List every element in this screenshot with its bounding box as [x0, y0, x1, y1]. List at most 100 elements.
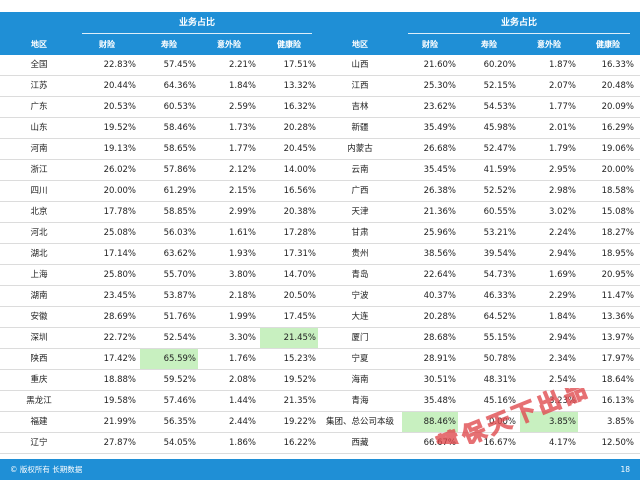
percent-cell: 3.85%: [520, 412, 578, 432]
percent-cell: 22.64%: [423, 270, 456, 280]
percent-cell: 27.87%: [103, 438, 136, 448]
percent-cell: 14.00%: [283, 165, 316, 175]
percent-cell: 18.95%: [601, 249, 634, 259]
table-row: 辽宁 27.87% 54.05% 1.86% 16.22% 西藏 66.67% 16.67% 4…: [0, 433, 640, 454]
table-row: 深圳 22.72% 52.54% 3.30% 21.45% 厦门 28.68% 55.15% 2…: [0, 328, 640, 349]
percent-cell: 12.50%: [601, 438, 634, 448]
percent-cell: 1.76%: [228, 354, 256, 364]
percent-cell: 22.72%: [103, 333, 136, 343]
table-row: 全国 22.83% 57.45% 2.21% 17.51% 山西 21.60% 60.20% 1…: [0, 55, 640, 76]
percent-cell: 15.08%: [601, 207, 634, 217]
table-row: 湖南 23.45% 53.87% 2.18% 20.50% 宁波 40.37% 46.33% 2…: [0, 286, 640, 307]
column-header: 意外险: [217, 40, 241, 49]
percent-cell: 3.80%: [228, 270, 256, 280]
percent-cell: 2.95%: [548, 165, 576, 175]
percent-cell: 17.28%: [283, 228, 316, 238]
percent-cell: 2.18%: [228, 291, 256, 301]
table-row: 江苏 20.44% 64.36% 1.84% 13.32% 江西 25.30% 52.15% 2…: [0, 76, 640, 97]
percent-cell: 1.86%: [228, 438, 256, 448]
region-cell: 河南: [30, 144, 48, 154]
percent-cell: 1.99%: [228, 312, 256, 322]
percent-cell: 20.09%: [601, 102, 634, 112]
percent-cell: 1.77%: [228, 144, 256, 154]
table-row: 北京 17.78% 58.85% 2.99% 20.38% 天津 21.36% 60.55% 3…: [0, 202, 640, 223]
percent-cell: 35.45%: [423, 165, 456, 175]
percent-cell: 19.58%: [103, 396, 136, 406]
region-cell: 山东: [30, 123, 48, 133]
percent-cell: 53.87%: [163, 291, 196, 301]
percent-cell: 20.53%: [103, 102, 136, 112]
percent-cell: 2.99%: [228, 207, 256, 217]
table-row: 黑龙江 19.58% 57.46% 1.44% 21.35% 青海 35.48% 45.16%…: [0, 391, 640, 412]
percent-cell: 35.49%: [423, 123, 456, 133]
footer-bar: © 版权所有 长期数据 18: [0, 459, 640, 480]
table-row: 陕西 17.42% 65.59% 1.76% 15.23% 宁夏 28.91% 50.78% 2…: [0, 349, 640, 370]
percent-cell: 54.73%: [483, 270, 516, 280]
percent-cell: 26.68%: [423, 144, 456, 154]
percent-cell: 17.14%: [103, 249, 136, 259]
region-cell: 青海: [351, 396, 369, 406]
percent-cell: 46.33%: [483, 291, 516, 301]
percent-cell: 2.24%: [548, 228, 576, 238]
region-cell: 上海: [30, 270, 48, 280]
table-row: 上海 25.80% 55.70% 3.80% 14.70% 青岛 22.64% 54.73% 1…: [0, 265, 640, 286]
region-cell: 山西: [351, 60, 369, 70]
percent-cell: 54.05%: [163, 438, 196, 448]
percent-cell: 2.94%: [548, 333, 576, 343]
percent-cell: 25.08%: [103, 228, 136, 238]
percent-cell: 17.42%: [103, 354, 136, 364]
percent-cell: 3.30%: [228, 333, 256, 343]
percent-cell: 64.52%: [483, 312, 516, 322]
group-header-right: 业务占比: [500, 18, 537, 28]
region-cell: 宁波: [351, 291, 369, 301]
percent-cell: 16.67%: [483, 438, 516, 448]
percent-cell: 13.36%: [601, 312, 634, 322]
percent-cell: 21.60%: [423, 60, 456, 70]
table-row: 浙江 26.02% 57.86% 2.12% 14.00% 云南 35.45% 41.59% 2…: [0, 160, 640, 181]
percent-cell: 0.00%: [488, 417, 516, 427]
copyright-text: © 版权所有 长期数据: [10, 465, 83, 474]
percent-cell: 26.02%: [103, 165, 136, 175]
percent-cell: 54.53%: [483, 102, 516, 112]
page-number: 18: [620, 465, 630, 474]
percent-cell: 63.62%: [163, 249, 196, 259]
percent-cell: 57.46%: [163, 396, 196, 406]
column-header: 寿险: [161, 40, 177, 49]
percent-cell: 1.73%: [228, 123, 256, 133]
region-cell: 河北: [30, 228, 48, 238]
table-row: 重庆 18.88% 59.52% 2.08% 19.52% 海南 30.51% 48.31% 2…: [0, 370, 640, 391]
percent-cell: 52.52%: [483, 186, 516, 196]
region-cell: 重庆: [30, 375, 48, 385]
percent-cell: 1.79%: [548, 144, 576, 154]
percent-cell: 17.45%: [283, 312, 316, 322]
percent-cell: 55.70%: [163, 270, 196, 280]
percent-cell: 19.22%: [283, 417, 316, 427]
percent-cell: 30.51%: [423, 375, 456, 385]
percent-cell: 52.54%: [163, 333, 196, 343]
percent-cell: 2.21%: [228, 60, 256, 70]
region-cell: 广西: [351, 186, 369, 196]
column-header: 地区: [352, 40, 368, 49]
percent-cell: 18.58%: [601, 186, 634, 196]
percent-cell: 38.56%: [423, 249, 456, 259]
percent-cell: 53.21%: [483, 228, 516, 238]
table-row: 福建 21.99% 56.35% 2.44% 19.22% 集团、总公司本级 88.46% 0…: [0, 412, 640, 433]
region-cell: 福建: [30, 417, 48, 427]
region-cell: 陕西: [30, 354, 48, 364]
column-header: 寿险: [481, 40, 497, 49]
percent-cell: 66.67%: [423, 438, 456, 448]
percent-cell: 3.85%: [606, 417, 634, 427]
percent-cell: 48.31%: [483, 375, 516, 385]
region-cell: 辽宁: [30, 438, 48, 448]
percent-cell: 52.15%: [483, 81, 516, 91]
region-cell: 湖南: [30, 291, 48, 301]
column-header: 财险: [99, 40, 115, 49]
table-row: 安徽 28.69% 51.76% 1.99% 17.45% 大连 20.28% 64.52% 1…: [0, 307, 640, 328]
percent-cell: 2.54%: [548, 375, 576, 385]
percent-cell: 16.56%: [283, 186, 316, 196]
percent-cell: 1.77%: [548, 102, 576, 112]
percent-cell: 20.00%: [601, 165, 634, 175]
percent-cell: 1.87%: [548, 60, 576, 70]
region-cell: 甘肃: [351, 228, 369, 238]
